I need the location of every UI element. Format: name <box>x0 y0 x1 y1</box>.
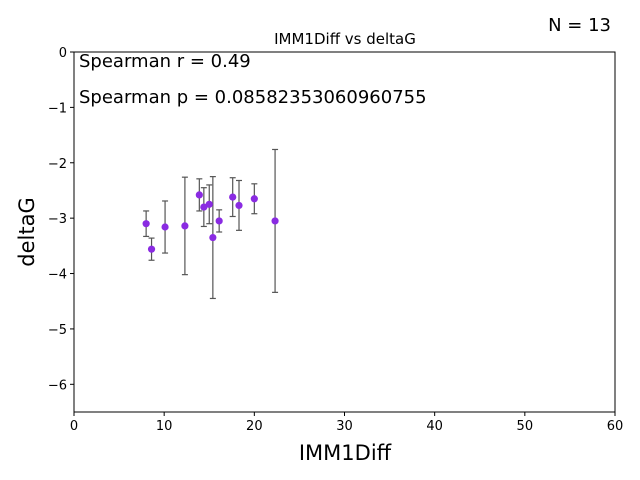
chart-title: IMM1Diff vs deltaG <box>274 30 416 48</box>
data-point <box>142 220 150 228</box>
data-points <box>142 191 279 253</box>
x-tick-label: 20 <box>246 419 263 434</box>
spearman-p-label: Spearman p = 0.08582353060960755 <box>79 87 427 108</box>
spearman-r-label: Spearman r = 0.49 <box>79 51 251 72</box>
y-tick-label: −4 <box>48 268 67 283</box>
y-tick-label: −2 <box>48 157 67 172</box>
data-point <box>271 217 279 225</box>
x-tick-label: 50 <box>517 419 534 434</box>
sample-size-label: N = 13 <box>548 15 611 36</box>
x-axis-ticks: 0 10 20 30 40 50 60 <box>70 412 623 434</box>
x-tick-label: 30 <box>336 419 353 434</box>
x-tick-label: 40 <box>426 419 443 434</box>
data-point <box>181 222 189 230</box>
y-tick-label: −1 <box>48 101 67 116</box>
y-tick-label: −5 <box>48 323 67 338</box>
x-tick-label: 10 <box>156 419 173 434</box>
data-point <box>200 203 208 211</box>
y-tick-label: 0 <box>59 46 67 61</box>
data-point <box>147 245 156 253</box>
y-axis-label: deltaG <box>15 197 39 266</box>
y-tick-label: −6 <box>48 378 67 393</box>
data-point <box>235 201 243 210</box>
x-axis-label: IMM1Diff <box>299 441 392 465</box>
data-point <box>229 193 237 201</box>
x-tick-label: 0 <box>70 419 78 434</box>
data-point <box>161 223 169 231</box>
x-tick-label: 60 <box>607 419 624 434</box>
data-point <box>195 191 203 199</box>
data-point <box>209 233 217 242</box>
y-axis-ticks: 0 −1 −2 −3 −4 −5 −6 <box>48 46 74 393</box>
data-point <box>205 200 213 208</box>
data-point <box>250 195 258 203</box>
data-point <box>215 217 223 225</box>
y-tick-label: −3 <box>48 212 67 227</box>
